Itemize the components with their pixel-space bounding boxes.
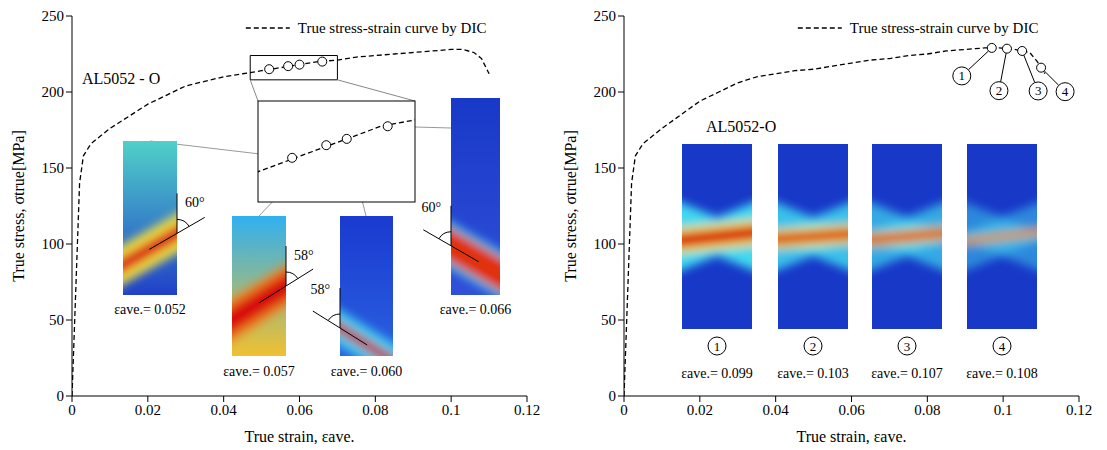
svg-text:250: 250 — [594, 8, 617, 24]
svg-text:0: 0 — [68, 402, 76, 418]
svg-text:0.02: 0.02 — [135, 402, 161, 418]
svg-text:2: 2 — [810, 339, 817, 354]
svg-text:True stress, σtrue[MPa]: True stress, σtrue[MPa] — [562, 130, 579, 282]
svg-text:58°: 58° — [294, 248, 314, 263]
svg-text:εave.= 0.052: εave.= 0.052 — [114, 302, 186, 317]
svg-text:50: 50 — [601, 312, 616, 328]
svg-text:εave.= 0.103: εave.= 0.103 — [777, 366, 849, 381]
svg-text:150: 150 — [42, 160, 65, 176]
svg-text:3: 3 — [904, 339, 911, 354]
svg-text:100: 100 — [42, 236, 65, 252]
svg-text:0.02: 0.02 — [687, 402, 713, 418]
svg-text:0: 0 — [609, 388, 617, 404]
svg-text:True stress, σtrue[MPa]: True stress, σtrue[MPa] — [10, 130, 27, 282]
svg-text:True strain, εave.: True strain, εave. — [244, 428, 354, 444]
svg-text:4: 4 — [1062, 84, 1069, 99]
svg-text:0.06: 0.06 — [286, 402, 313, 418]
svg-text:AL5052-O: AL5052-O — [706, 118, 776, 135]
svg-text:50: 50 — [49, 312, 64, 328]
svg-text:4: 4 — [999, 339, 1006, 354]
svg-text:0.1: 0.1 — [994, 402, 1013, 418]
svg-text:0: 0 — [620, 402, 628, 418]
svg-text:60°: 60° — [421, 200, 441, 215]
svg-text:2: 2 — [996, 83, 1003, 98]
svg-text:εave.= 0.057: εave.= 0.057 — [223, 364, 295, 379]
svg-text:0.12: 0.12 — [1066, 402, 1092, 418]
svg-text:150: 150 — [594, 160, 617, 176]
svg-text:100: 100 — [594, 236, 617, 252]
svg-text:εave.= 0.108: εave.= 0.108 — [966, 366, 1038, 381]
svg-text:εave.= 0.066: εave.= 0.066 — [440, 302, 512, 317]
svg-text:200: 200 — [42, 84, 65, 100]
svg-text:True stress-strain curve by DI: True stress-strain curve by DIC — [850, 20, 1039, 36]
svg-text:εave.= 0.060: εave.= 0.060 — [331, 364, 403, 379]
svg-text:60°: 60° — [185, 195, 205, 210]
svg-text:0.04: 0.04 — [763, 402, 790, 418]
svg-text:3: 3 — [1035, 83, 1042, 98]
svg-text:0.1: 0.1 — [442, 402, 461, 418]
svg-text:1: 1 — [959, 68, 966, 83]
svg-text:250: 250 — [42, 8, 65, 24]
svg-text:0.04: 0.04 — [211, 402, 238, 418]
svg-text:58°: 58° — [310, 282, 330, 297]
svg-text:εave.= 0.099: εave.= 0.099 — [681, 366, 753, 381]
svg-text:1: 1 — [714, 339, 721, 354]
svg-text:True strain, εave.: True strain, εave. — [796, 428, 906, 444]
svg-text:εave.= 0.107: εave.= 0.107 — [871, 366, 943, 381]
svg-text:True stress-strain curve by DI: True stress-strain curve by DIC — [298, 20, 487, 36]
svg-text:0.06: 0.06 — [838, 402, 865, 418]
svg-text:0: 0 — [57, 388, 65, 404]
svg-text:AL5052 - O: AL5052 - O — [82, 70, 160, 87]
svg-text:0.08: 0.08 — [362, 402, 388, 418]
svg-text:0.12: 0.12 — [514, 402, 540, 418]
svg-text:0.08: 0.08 — [914, 402, 940, 418]
svg-text:200: 200 — [594, 84, 617, 100]
